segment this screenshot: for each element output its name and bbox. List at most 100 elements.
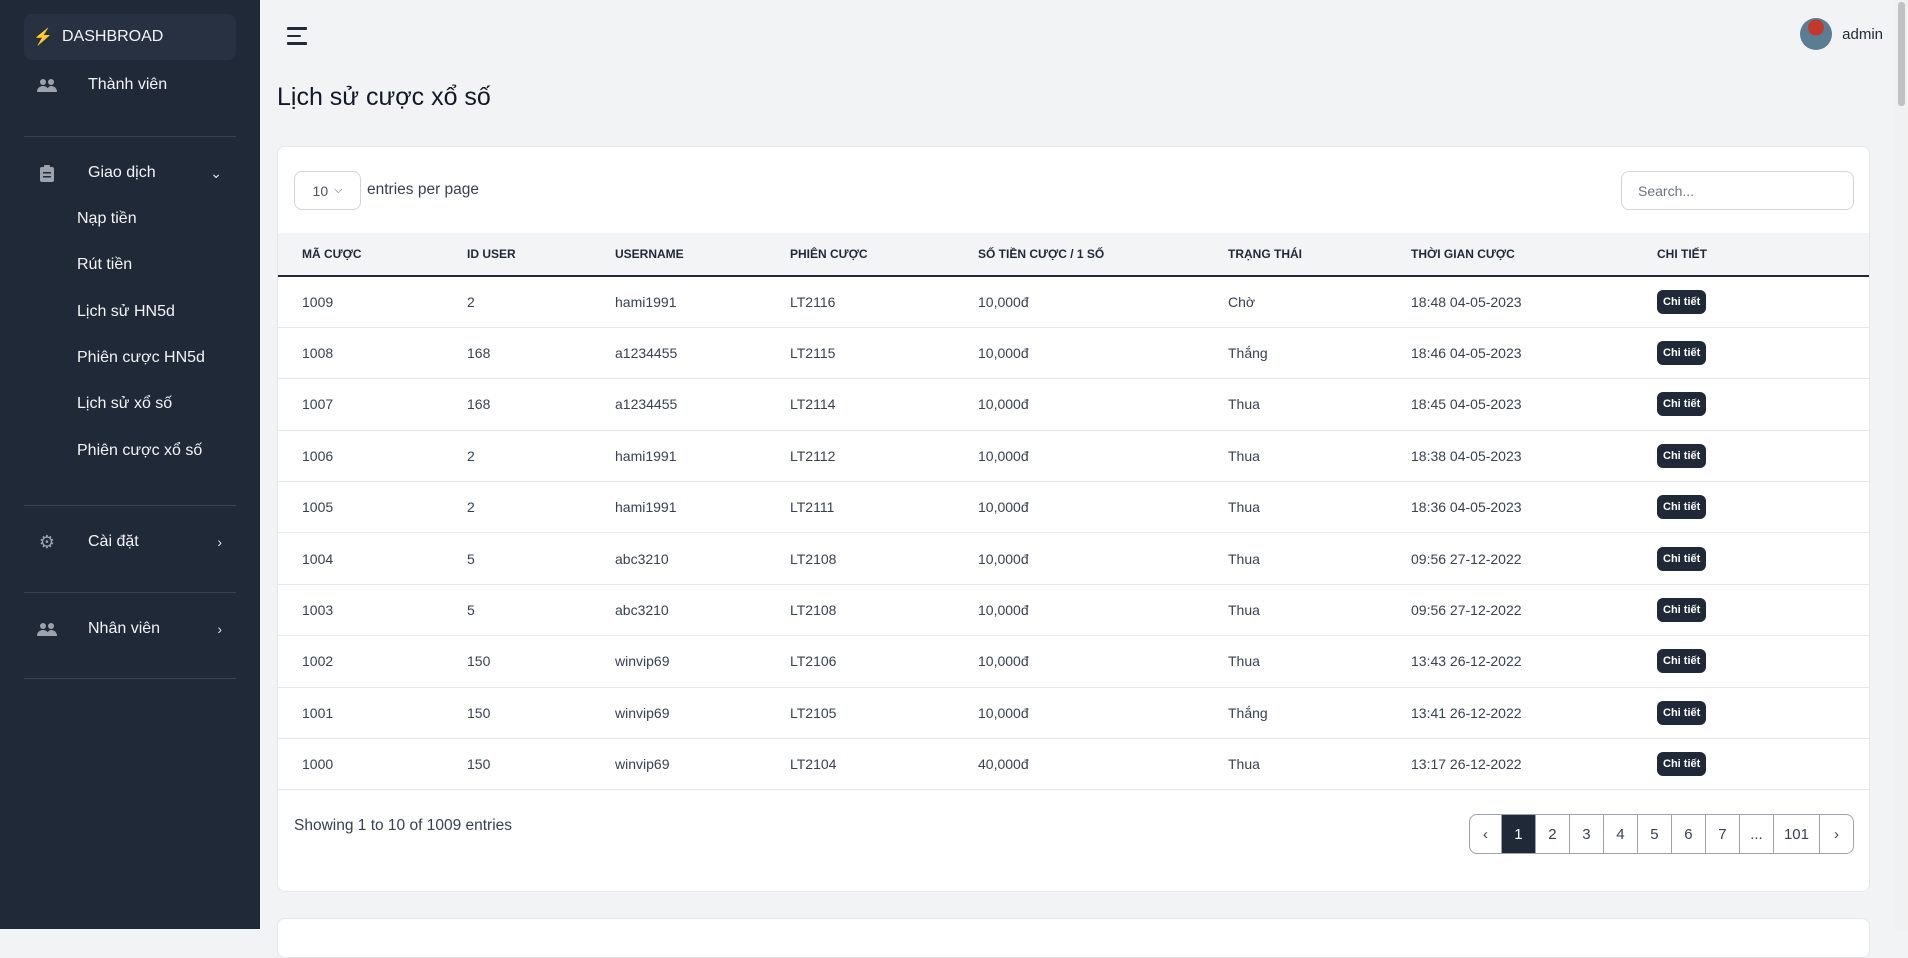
detail-button[interactable]: Chi tiết: [1657, 700, 1707, 725]
avatar: [1800, 18, 1833, 50]
user-menu[interactable]: admin: [1800, 18, 1883, 50]
prev-page-button[interactable]: ‹: [1482, 825, 1488, 843]
bets-table: MÃ CƯỢC ID USER USERNAME PHIÊN CƯỢC SỐ TIỀN …: [278, 233, 1869, 791]
sidebar-item-label: Giao dịch: [88, 164, 156, 181]
cell: Thắng: [1204, 327, 1387, 380]
cell: 10,000đ: [954, 481, 1204, 534]
page-button[interactable]: 3: [1568, 815, 1603, 853]
cell: 1003: [278, 584, 443, 637]
cell: 13:17 26-12-2022: [1387, 738, 1633, 791]
sidebar: ⚡ DASHBROAD Thành viên Giao dịch ⌄ Nạp t…: [0, 0, 260, 929]
sidebar-subitem-hn5d-history[interactable]: Lịch sử HN5d: [77, 303, 175, 320]
next-page-button[interactable]: ›: [1819, 815, 1853, 853]
table-row: 1002 150 winvip69 LT2106 10,000đ Thua 13:43 26…: [278, 635, 1869, 688]
cell: winvip69: [591, 635, 766, 688]
cell: 18:46 04-05-2023: [1387, 327, 1633, 380]
page-button[interactable]: 5: [1636, 815, 1671, 853]
cell: LT2114: [766, 378, 954, 431]
column-header[interactable]: MÃ CƯỢC: [278, 233, 443, 277]
page-button[interactable]: 1: [1500, 815, 1535, 853]
cell: Thua: [1204, 378, 1387, 431]
cell: 18:45 04-05-2023: [1387, 378, 1633, 431]
cell: Chi tiết: [1633, 635, 1869, 688]
column-header[interactable]: TRẠNG THÁI: [1204, 233, 1387, 277]
search-input[interactable]: [1621, 171, 1854, 210]
table-row: 1000 150 winvip69 LT2104 40,000đ Thua 13:17 26…: [278, 738, 1869, 791]
table-row: 1003 5 abc3210 LT2108 10,000đ Thua 09:56 27-12…: [278, 584, 1869, 637]
divider: [24, 136, 236, 137]
cell: Chi tiết: [1633, 378, 1869, 431]
per-page-select[interactable]: 10 ⌵: [294, 171, 361, 210]
page-button[interactable]: 101: [1772, 815, 1819, 853]
cell: 2: [443, 430, 591, 483]
cell: a1234455: [591, 327, 766, 380]
table-row: 1009 2 hami1991 LT2116 10,000đ Chờ 18:48 04-05…: [278, 276, 1869, 328]
cell: LT2106: [766, 635, 954, 688]
sidebar-subitem-withdraw[interactable]: Rút tiền: [77, 256, 133, 273]
cell: 1002: [278, 635, 443, 688]
cell: Chi tiết: [1633, 738, 1869, 791]
cell: 1009: [278, 276, 443, 328]
sidebar-subitem-lottery-history[interactable]: Lịch sử xổ số: [77, 395, 173, 412]
cell: 1005: [278, 481, 443, 534]
detail-button[interactable]: Chi tiết: [1657, 289, 1707, 314]
sidebar-item-label: Nhân viên: [88, 620, 161, 637]
lightning-icon: ⚡: [33, 29, 53, 46]
sidebar-item-members[interactable]: Thành viên: [24, 62, 236, 108]
cell: 40,000đ: [954, 738, 1204, 791]
cell: 1004: [278, 532, 443, 585]
page-button[interactable]: 6: [1670, 815, 1705, 853]
per-page-value: 10: [312, 182, 329, 199]
clipboard-icon: [36, 164, 58, 182]
detail-button[interactable]: Chi tiết: [1657, 752, 1707, 777]
table-row: 1005 2 hami1991 LT2111 10,000đ Thua 18:36 04-0…: [278, 481, 1869, 534]
sidebar-item-settings[interactable]: ⚙ Cài đặt ›: [24, 519, 236, 565]
sidebar-subitem-hn5d-sessions[interactable]: Phiên cược HN5d: [77, 349, 205, 366]
detail-button[interactable]: Chi tiết: [1657, 598, 1707, 623]
cell: 2: [443, 481, 591, 534]
detail-button[interactable]: Chi tiết: [1657, 341, 1707, 366]
column-header[interactable]: ID USER: [443, 233, 591, 277]
entries-label: entries per page: [367, 181, 480, 198]
cell: Thua: [1204, 635, 1387, 688]
cell: Thắng: [1204, 687, 1387, 740]
page-button[interactable]: 2: [1534, 815, 1569, 853]
page-button[interactable]: ...: [1738, 815, 1773, 853]
cell: 18:36 04-05-2023: [1387, 481, 1633, 534]
detail-button[interactable]: Chi tiết: [1657, 649, 1707, 674]
sidebar-subitem-lottery-sessions[interactable]: Phiên cược xổ số: [77, 442, 203, 459]
detail-button[interactable]: Chi tiết: [1657, 495, 1707, 520]
detail-button[interactable]: Chi tiết: [1657, 546, 1707, 571]
column-header[interactable]: PHIÊN CƯỢC: [766, 233, 954, 277]
cell: 5: [443, 532, 591, 585]
cell: Thua: [1204, 481, 1387, 534]
cell: 1007: [278, 378, 443, 431]
cell: Chờ: [1204, 276, 1387, 328]
scrollbar[interactable]: [1895, 0, 1908, 929]
column-header[interactable]: THỜI GIAN CƯỢC: [1387, 233, 1633, 277]
column-header[interactable]: SỐ TIỀN CƯỢC / 1 SỐ: [954, 233, 1204, 277]
divider: [24, 505, 236, 506]
page-button[interactable]: 7: [1704, 815, 1739, 853]
sidebar-item-label: Cài đặt: [88, 533, 139, 550]
column-header[interactable]: USERNAME: [591, 233, 766, 277]
table-row: 1001 150 winvip69 LT2105 10,000đ Thắng 13:41 2…: [278, 687, 1869, 740]
cell: Thua: [1204, 584, 1387, 637]
cell: winvip69: [591, 687, 766, 740]
detail-button[interactable]: Chi tiết: [1657, 443, 1707, 468]
sidebar-item-staff[interactable]: Nhân viên ›: [24, 606, 236, 652]
sidebar-item-transactions[interactable]: Giao dịch ⌄: [24, 150, 236, 196]
cell: 10,000đ: [954, 584, 1204, 637]
table-row: 1006 2 hami1991 LT2112 10,000đ Thua 18:38 04-0…: [278, 430, 1869, 483]
page-button[interactable]: 4: [1602, 815, 1637, 853]
sidebar-item-dashboard[interactable]: ⚡ DASHBROAD: [24, 14, 236, 60]
detail-button[interactable]: Chi tiết: [1657, 392, 1707, 417]
menu-toggle-icon[interactable]: [287, 27, 309, 47]
column-header[interactable]: CHI TIẾT: [1633, 233, 1869, 277]
sidebar-subitem-deposit[interactable]: Nạp tiền: [77, 210, 137, 227]
cell: 168: [443, 378, 591, 431]
users-icon: [36, 622, 58, 636]
chevron-down-icon: ⌵: [334, 184, 343, 196]
cell: LT2112: [766, 430, 954, 483]
cell: 18:48 04-05-2023: [1387, 276, 1633, 328]
